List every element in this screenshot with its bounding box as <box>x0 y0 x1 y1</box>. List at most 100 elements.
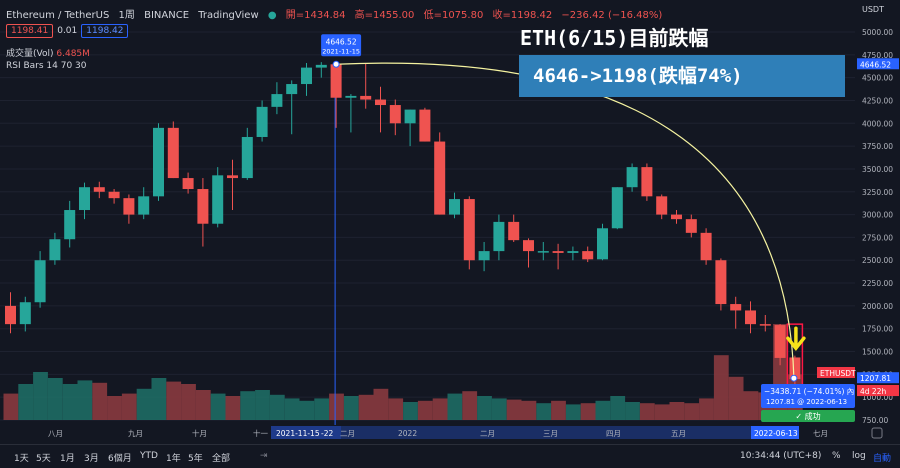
candle-body <box>715 260 727 305</box>
price-marker-bg <box>857 385 899 396</box>
candle-body <box>567 251 579 253</box>
candle <box>93 181 105 199</box>
currency-label[interactable]: USDT <box>862 5 884 14</box>
volume-bar <box>225 396 241 420</box>
candle <box>108 189 120 204</box>
high-value: 高=1455.00 <box>354 10 415 21</box>
candle-body <box>138 196 150 215</box>
candle <box>167 121 179 179</box>
candle-body <box>404 109 416 124</box>
candle <box>360 63 372 109</box>
volume-bar <box>417 400 433 420</box>
price-marker: 1207.81 <box>857 372 899 384</box>
low-value: 低=1075.80 <box>423 10 484 21</box>
volume-bar <box>195 390 211 420</box>
volume-bar <box>521 400 537 420</box>
candle <box>123 194 135 224</box>
candle-body <box>449 199 460 215</box>
timeframe-button[interactable]: 5天 <box>36 454 51 464</box>
candle-body <box>212 175 224 224</box>
candle <box>34 251 46 308</box>
candle <box>774 324 786 366</box>
volume-bar <box>77 380 93 420</box>
candle <box>182 172 194 194</box>
volume-bar <box>62 384 78 420</box>
volume-bar <box>669 402 685 420</box>
annotation-title: ETH(6/15)目前跌幅 <box>520 26 709 50</box>
auto-toggle[interactable]: 自動 <box>873 454 892 464</box>
volume-value: 6.485M <box>56 49 90 59</box>
goto-date-icon[interactable]: ⇥ <box>260 451 268 461</box>
candle <box>656 194 668 220</box>
candle-body <box>123 198 135 215</box>
price-tick-label: 2250.00 <box>862 279 893 288</box>
candle-body <box>626 167 638 188</box>
candle-body <box>301 67 312 85</box>
candle <box>315 62 327 78</box>
timeframe-button[interactable]: 6個月 <box>108 454 132 464</box>
candle <box>537 241 549 261</box>
timeframe-button[interactable]: 1月 <box>60 454 75 464</box>
timeframe-button[interactable]: 1年 <box>166 454 181 464</box>
timeframe-button[interactable]: 3月 <box>84 454 99 464</box>
candle-body <box>700 232 712 261</box>
candle <box>523 238 534 268</box>
candle-body <box>182 178 194 190</box>
price-axis-bg <box>856 0 900 444</box>
bid-price[interactable]: 1198.41 <box>6 24 54 38</box>
change-value: −236.42 (−16.48%) <box>561 10 663 21</box>
close-value: 收=1198.42 <box>492 10 553 21</box>
volume-bar <box>284 398 300 420</box>
success-badge-bg <box>761 410 855 422</box>
log-toggle[interactable]: log <box>852 451 866 461</box>
price-tick-label: 4750.00 <box>862 51 893 60</box>
end-dot <box>790 374 798 382</box>
time-tick-label: 八月 <box>48 429 63 438</box>
measure-change-text: −3438.71 (−74.01%) 內 <box>764 387 854 396</box>
price-marker: 4646.52 <box>857 58 899 70</box>
candle-body <box>108 191 120 199</box>
timeframe-button[interactable]: 全部 <box>212 454 231 464</box>
price-tick-label: 4000.00 <box>862 119 893 128</box>
candle <box>241 127 253 180</box>
candle-body <box>271 94 283 107</box>
decline-curve <box>336 62 795 379</box>
ask-price[interactable]: 1198.42 <box>81 24 129 38</box>
volume-bar <box>551 400 566 420</box>
symbol-name[interactable]: Ethereum / TetherUS <box>6 10 110 21</box>
volume-bar <box>107 396 122 420</box>
timeframe-button[interactable]: 5年 <box>188 454 203 464</box>
volume-bar <box>477 396 492 420</box>
volume-bar <box>255 390 270 420</box>
volume-bar <box>358 394 374 420</box>
annotation-subtitle: 4646->1198(跌幅74%) <box>519 55 845 97</box>
volume-bar <box>121 393 137 420</box>
time-tick-label: 2022 <box>398 429 417 438</box>
volume-bar <box>33 372 48 420</box>
timeframe-button[interactable]: YTD <box>140 451 158 461</box>
candle <box>463 196 475 270</box>
percent-toggle[interactable]: % <box>832 451 841 461</box>
volume-indicator[interactable]: 成交量(Vol) 6.485M <box>6 46 90 59</box>
candle <box>212 167 224 228</box>
price-boxes: 1198.41 0.01 1198.42 <box>6 24 129 38</box>
candle-body <box>64 210 76 240</box>
candle <box>508 214 520 242</box>
volume-bar <box>388 398 404 420</box>
volume-bar <box>343 396 359 420</box>
timeframe-button[interactable]: 1天 <box>14 454 29 464</box>
clock-time[interactable]: 10:34:44 (UTC+8) <box>740 451 822 461</box>
volume-bar <box>595 400 611 420</box>
interval-label[interactable]: 1周 <box>118 10 135 21</box>
volume-bars <box>3 324 803 420</box>
volume-bar <box>210 393 226 420</box>
volume-bar <box>491 398 507 420</box>
rsi-indicator[interactable]: RSI Bars 14 70 30 <box>6 61 87 71</box>
candle <box>5 292 16 334</box>
candle <box>671 210 682 224</box>
volume-bar <box>299 400 315 420</box>
candle <box>271 82 283 115</box>
